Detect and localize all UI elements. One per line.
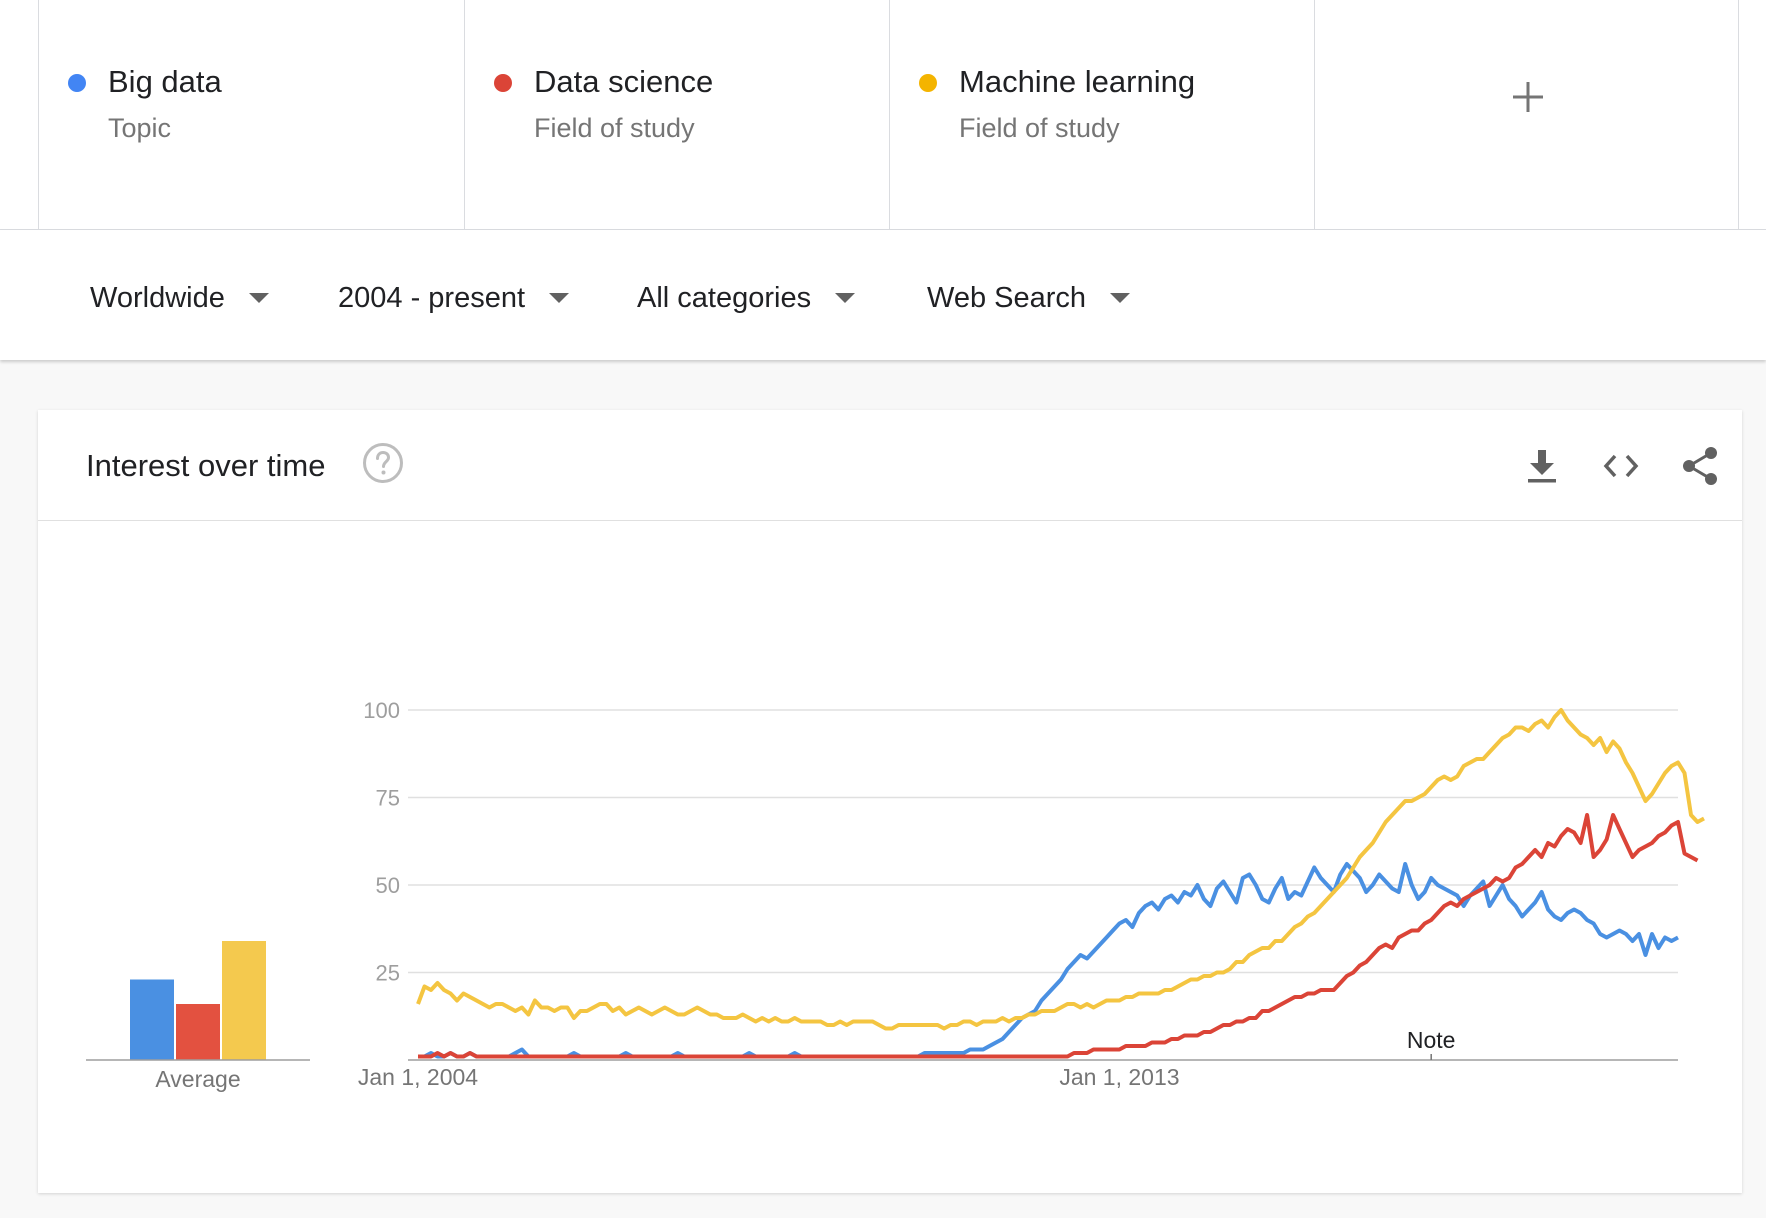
term-item-machine-learning[interactable]: Machine learning Field of study: [889, 0, 1314, 230]
comparison-terms-bar: Big data Topic Data science Field of stu…: [0, 0, 1766, 230]
search-type-label: Web Search: [927, 281, 1087, 314]
dropdown-arrow-icon: [835, 293, 856, 303]
x-tick-label: Jan 1, 2013: [1059, 1064, 1179, 1090]
dropdown-arrow-icon: [549, 293, 570, 303]
embed-code-icon[interactable]: [1601, 446, 1641, 486]
series-color-dot: [494, 74, 512, 92]
x-tick-label: Jan 1, 2004: [358, 1064, 478, 1090]
series-color-dot: [919, 74, 937, 92]
term-item-data-science[interactable]: Data science Field of study: [464, 0, 889, 230]
y-tick-label: 100: [363, 698, 400, 723]
term-type: Topic: [108, 113, 172, 143]
term-name[interactable]: Big data: [108, 64, 222, 99]
time-range-label: 2004 - present: [338, 281, 526, 314]
term-type: Field of study: [959, 113, 1120, 143]
note-label[interactable]: Note: [1407, 1027, 1456, 1053]
average-bar[interactable]: [176, 1004, 220, 1060]
interest-over-time-card: Interest over time Average 25 50 75 100 Jan…: [38, 410, 1742, 1193]
share-icon[interactable]: [1681, 446, 1721, 486]
series-line-data-science[interactable]: [418, 813, 1699, 1059]
series-line-machine-learning[interactable]: [416, 708, 1705, 1031]
average-label: Average: [155, 1066, 240, 1092]
average-bar[interactable]: [130, 979, 174, 1061]
interest-chart: Average 25 50 75 100 Jan 1, 2004 Jan 1, 2013…: [86, 698, 1705, 1092]
filter-bar: Worldwide 2004 - present All categories …: [0, 230, 1766, 360]
average-bars: Average: [86, 941, 310, 1092]
time-range-dropdown[interactable]: 2004 - present: [338, 278, 570, 318]
term-type: Field of study: [534, 113, 695, 143]
card-header: Interest over time: [38, 410, 1742, 521]
download-icon[interactable]: [1522, 446, 1562, 486]
region-label: Worldwide: [90, 281, 225, 314]
card-title: Interest over time: [86, 448, 326, 483]
average-bar[interactable]: [222, 941, 266, 1060]
term-name[interactable]: Data science: [534, 64, 714, 99]
y-tick-label: 25: [376, 961, 400, 986]
series-line-big-data[interactable]: [418, 862, 1679, 1059]
term-name[interactable]: Machine learning: [959, 64, 1196, 99]
region-dropdown[interactable]: Worldwide: [90, 278, 269, 318]
help-icon[interactable]: [362, 442, 404, 484]
dropdown-arrow-icon: [1110, 293, 1131, 303]
plus-icon[interactable]: [1513, 82, 1543, 112]
category-label: All categories: [637, 281, 812, 314]
series-color-dot: [68, 74, 86, 92]
dropdown-arrow-icon: [248, 293, 269, 303]
x-axis: Jan 1, 2004 Jan 1, 2013 Note: [358, 1027, 1678, 1090]
term-item-big-data[interactable]: Big data Topic: [38, 0, 464, 230]
y-tick-label: 50: [376, 873, 400, 898]
chart-gridlines: 25 50 75 100: [363, 698, 1678, 986]
chart-series-lines[interactable]: [416, 708, 1705, 1059]
category-dropdown[interactable]: All categories: [637, 278, 856, 318]
y-tick-label: 75: [376, 786, 400, 811]
search-type-dropdown[interactable]: Web Search: [927, 278, 1131, 318]
add-comparison-button[interactable]: [1314, 0, 1739, 230]
